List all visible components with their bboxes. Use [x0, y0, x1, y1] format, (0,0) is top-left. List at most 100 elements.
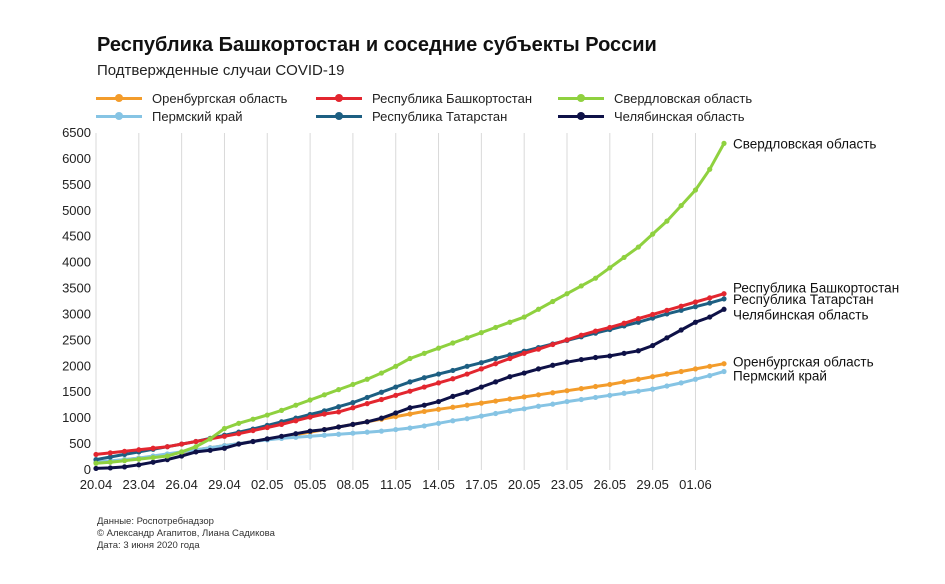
data-point — [607, 324, 613, 331]
data-point — [521, 350, 527, 356]
data-point — [221, 425, 228, 432]
legend-swatch-bashkortostan — [316, 91, 362, 105]
data-point — [193, 449, 199, 455]
legend-entry-sverdlovsk: Свердловская область — [558, 90, 752, 106]
y-tick-label: 3000 — [62, 306, 91, 321]
series-end-label: Свердловская область — [733, 136, 876, 151]
data-point — [664, 335, 670, 341]
data-point — [692, 376, 699, 382]
data-point — [592, 275, 599, 281]
data-point — [407, 355, 413, 362]
data-point — [364, 419, 370, 425]
data-point — [179, 441, 185, 447]
data-point — [678, 307, 684, 313]
data-point — [464, 371, 470, 377]
data-point — [621, 254, 627, 261]
data-point — [293, 418, 299, 424]
data-point — [478, 366, 484, 372]
data-point — [393, 384, 399, 390]
data-point — [650, 386, 656, 392]
data-point — [193, 444, 199, 450]
data-point — [435, 398, 442, 405]
series-end-label: Республика Татарстан — [733, 292, 874, 307]
data-point — [521, 406, 527, 412]
data-point — [336, 431, 342, 437]
y-tick-label: 1000 — [62, 410, 91, 425]
data-point — [464, 402, 470, 408]
data-point — [464, 389, 470, 395]
legend-label-sverdlovsk: Свердловская область — [614, 90, 753, 106]
data-point — [635, 376, 641, 382]
data-point — [378, 428, 385, 434]
data-point — [336, 409, 342, 415]
data-point — [93, 457, 99, 463]
x-tick-label: 20.04 — [80, 477, 113, 492]
data-point — [350, 381, 356, 388]
data-point — [107, 459, 113, 465]
data-point — [621, 350, 627, 356]
footer-date: Дата: 3 июня 2020 года — [97, 540, 200, 551]
legend-swatch-perm — [96, 109, 142, 123]
data-point — [450, 367, 456, 374]
legend-swatch-chelyabinsk — [558, 109, 604, 123]
chart-footer: Данные: Роспотребнадзор © Александр Агап… — [97, 516, 275, 552]
data-point — [692, 366, 699, 372]
data-point — [464, 335, 470, 341]
data-point — [421, 402, 427, 408]
data-point — [707, 363, 713, 369]
chart-grid — [95, 133, 696, 470]
data-point — [435, 371, 442, 377]
data-point — [507, 355, 513, 362]
data-point — [692, 319, 699, 325]
data-point — [293, 402, 299, 408]
data-point — [93, 465, 99, 472]
data-point — [493, 361, 499, 367]
data-point — [535, 392, 542, 398]
data-point — [507, 319, 513, 325]
data-point — [550, 362, 556, 368]
chart-subtitle: Подтвержденные случаи COVID-19 — [97, 62, 345, 79]
data-point — [435, 406, 442, 412]
data-point — [535, 366, 542, 372]
data-point — [164, 457, 170, 463]
footer-source: Данные: Роспотребнадзор — [97, 516, 214, 527]
x-tick-label: 14.05 — [422, 477, 455, 492]
data-point — [464, 363, 470, 369]
data-point — [721, 361, 727, 367]
legend-swatch-sverdlovsk — [558, 91, 604, 105]
chart-series — [93, 140, 727, 472]
data-point — [393, 392, 399, 398]
y-tick-label: 0 — [84, 462, 91, 477]
data-point — [136, 447, 142, 453]
data-point — [507, 374, 513, 380]
data-point — [621, 379, 627, 385]
x-tick-label: 01.06 — [679, 477, 712, 492]
data-point — [364, 401, 370, 407]
y-tick-label: 2000 — [62, 358, 91, 373]
y-tick-label: 5500 — [62, 177, 91, 192]
data-point — [635, 348, 641, 354]
data-point — [564, 359, 570, 365]
legend-entry-orenburg: Оренбургская область — [96, 90, 287, 106]
data-point — [407, 388, 413, 394]
data-point — [650, 342, 656, 349]
data-point — [350, 430, 356, 436]
data-point — [236, 431, 242, 437]
data-point — [521, 394, 527, 400]
x-tick-label: 17.05 — [465, 477, 498, 492]
data-point — [550, 341, 556, 348]
data-point — [293, 434, 299, 440]
data-point — [250, 416, 256, 422]
data-point — [578, 356, 584, 363]
data-point — [678, 327, 684, 333]
data-point — [692, 299, 699, 305]
data-point — [592, 383, 599, 390]
data-point — [336, 387, 342, 393]
data-point — [535, 306, 542, 312]
data-point — [336, 404, 342, 410]
data-point — [464, 416, 470, 422]
data-point — [107, 450, 113, 456]
data-point — [621, 320, 627, 326]
data-point — [307, 433, 313, 439]
